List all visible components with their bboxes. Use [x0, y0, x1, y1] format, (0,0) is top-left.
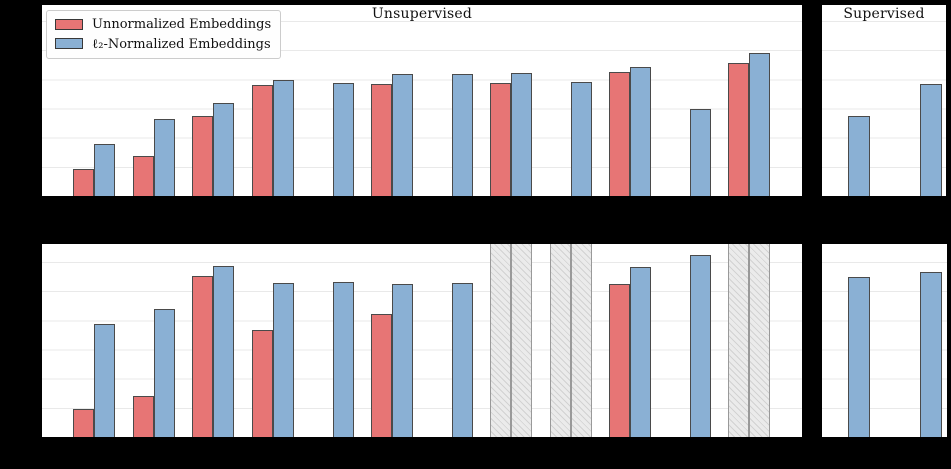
bar-unnormalized [132, 395, 154, 437]
bar-unnormalized [192, 115, 214, 196]
na-hatched-bar [570, 244, 592, 437]
bar-l2-normalized [332, 282, 354, 437]
bar-unnormalized [728, 62, 750, 196]
bar-unnormalized [73, 168, 95, 196]
bar-unnormalized [251, 85, 273, 196]
bar-l2-normalized [213, 266, 235, 437]
bar-unnormalized [251, 329, 273, 437]
bar-unnormalized [609, 72, 631, 196]
unnormalized-swatch-icon [55, 19, 83, 30]
na-hatched-bar [511, 244, 533, 437]
bar-l2-normalized [511, 72, 533, 196]
legend-label-unnormalized: Unnormalized Embeddings [92, 17, 272, 32]
bar-l2-normalized [153, 308, 175, 437]
unsupervised-top-plot [42, 5, 802, 196]
bar-unnormalized [371, 84, 393, 196]
unsupervised-title: Unsupervised [371, 6, 473, 22]
l2-normalized-swatch-icon [55, 38, 83, 49]
bar-l2-normalized [392, 283, 414, 437]
bar-l2-normalized [749, 53, 771, 196]
bar-l2-normalized [630, 66, 652, 196]
bar-l2-normalized [919, 271, 942, 437]
bar-l2-normalized [451, 73, 473, 196]
bar-l2-normalized [689, 254, 711, 437]
bar-unnormalized [609, 284, 631, 437]
bar-l2-normalized [451, 283, 473, 437]
na-hatched-bar [749, 244, 771, 437]
supervised-bottom-plot [822, 244, 947, 437]
bar-l2-normalized [689, 108, 711, 196]
supervised-top-plot [822, 5, 946, 196]
supervised-title: Supervised [843, 6, 925, 22]
unsupervised-bottom-panel [40, 242, 804, 439]
legend-item-l2-normalized: ℓ₂-Normalized Embeddings [55, 34, 274, 53]
bar-l2-normalized [153, 119, 175, 196]
legend-item-unnormalized: Unnormalized Embeddings [55, 15, 274, 34]
na-hatched-bar [549, 244, 571, 437]
unsupervised-top-panel: Unsupervised [40, 3, 804, 198]
na-hatched-bar [490, 244, 512, 437]
bar-l2-normalized [272, 283, 294, 437]
bar-l2-normalized [213, 103, 235, 196]
bar-l2-normalized [570, 81, 592, 196]
legend: Unnormalized Embeddings ℓ₂-Normalized Em… [46, 10, 281, 59]
legend-label-l2-normalized: ℓ₂-Normalized Embeddings [92, 36, 271, 52]
bar-l2-normalized [94, 143, 116, 196]
unsupervised-bottom-plot [42, 244, 802, 437]
na-hatched-bar [728, 244, 750, 437]
bar-l2-normalized [392, 73, 414, 196]
bar-unnormalized [73, 409, 95, 437]
bar-unnormalized [192, 275, 214, 437]
bar-l2-normalized [94, 324, 116, 437]
bar-l2-normalized [272, 80, 294, 196]
bar-unnormalized [490, 82, 512, 196]
bar-l2-normalized [919, 84, 942, 196]
bar-unnormalized [371, 314, 393, 437]
supervised-bottom-panel [820, 242, 949, 439]
bar-l2-normalized [848, 116, 870, 196]
supervised-top-panel: Supervised [820, 3, 948, 198]
bar-l2-normalized [332, 83, 354, 196]
bar-unnormalized [132, 155, 154, 196]
bar-l2-normalized [848, 276, 870, 437]
bar-l2-normalized [630, 266, 652, 437]
